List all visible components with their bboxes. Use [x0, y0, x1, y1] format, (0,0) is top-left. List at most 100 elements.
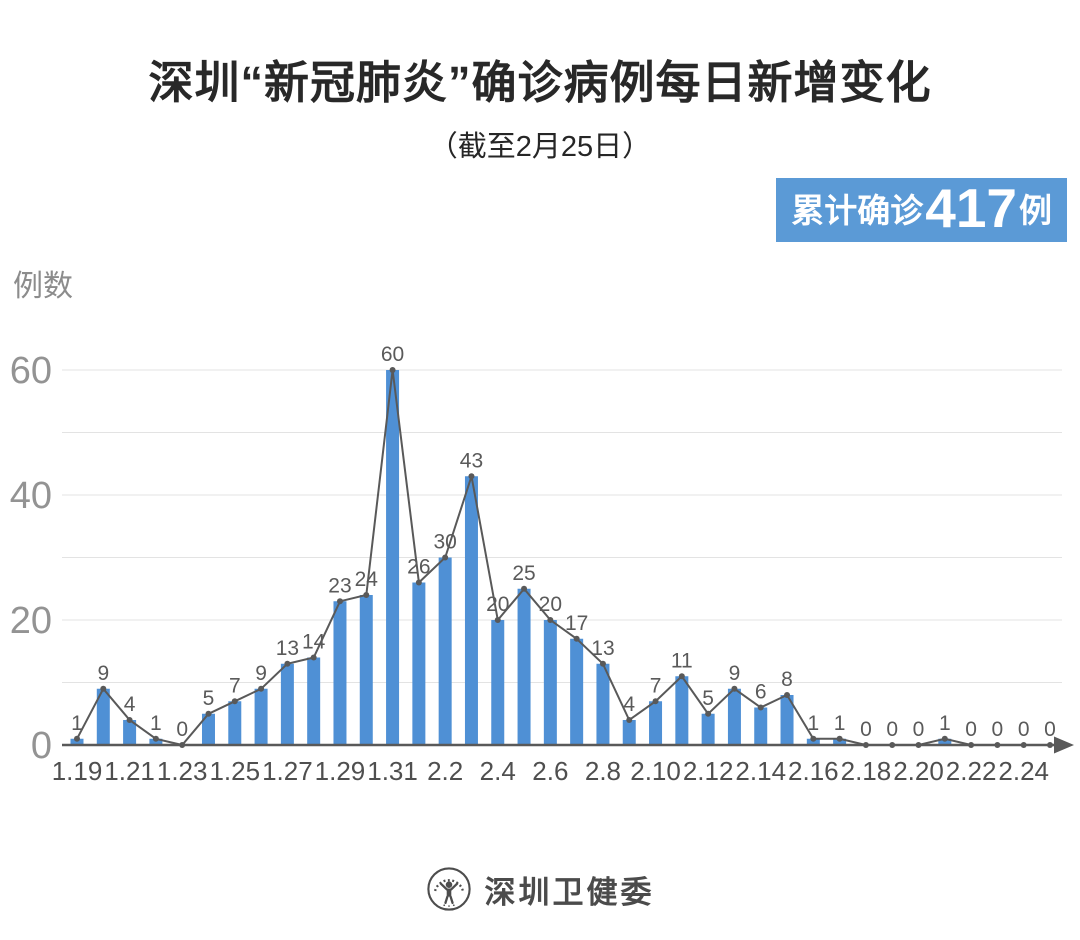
- data-label: 7: [650, 674, 662, 697]
- bar: [517, 588, 531, 745]
- bar: [307, 657, 321, 745]
- data-label: 0: [913, 718, 925, 741]
- point-marker: [652, 698, 659, 705]
- bar: [727, 688, 741, 745]
- bar: [543, 620, 557, 745]
- bar: [123, 720, 137, 745]
- y-axis-title: 例数: [13, 270, 73, 303]
- data-label: 20: [486, 593, 509, 616]
- data-label: 1: [807, 712, 819, 735]
- data-label: 13: [591, 637, 614, 660]
- data-label: 25: [512, 562, 535, 585]
- point-marker: [284, 660, 291, 667]
- data-label: 23: [328, 574, 351, 597]
- y-tick-label: 40: [10, 475, 52, 517]
- x-tick-label: 1.23: [157, 756, 208, 786]
- bar: [491, 620, 505, 745]
- data-label: 11: [671, 649, 693, 672]
- bar: [464, 476, 478, 745]
- point-marker: [941, 735, 948, 742]
- data-label: 43: [460, 449, 483, 472]
- point-marker: [494, 617, 501, 623]
- bar: [359, 595, 373, 745]
- bar: [806, 738, 820, 745]
- data-label: 20: [539, 593, 562, 616]
- data-label: 6: [755, 681, 767, 704]
- data-label: 14: [302, 631, 326, 654]
- bar: [833, 738, 847, 745]
- x-tick-label: 1.27: [262, 756, 313, 786]
- data-label: 0: [886, 718, 898, 741]
- data-label: 1: [939, 712, 951, 735]
- data-label: 1: [71, 712, 83, 735]
- x-tick-label: 1.29: [315, 756, 366, 786]
- data-label: 60: [381, 343, 404, 366]
- bar: [201, 713, 215, 745]
- badge-prefix: 累计确诊: [791, 191, 924, 229]
- x-tick-label: 2.20: [893, 756, 944, 786]
- point-marker: [810, 735, 817, 742]
- x-tick-label: 2.10: [630, 756, 681, 786]
- point-marker: [389, 367, 396, 373]
- x-tick-label: 2.22: [946, 756, 997, 786]
- point-marker: [468, 473, 475, 480]
- point-marker: [626, 717, 633, 723]
- data-label: 1: [834, 712, 846, 735]
- data-label: 0: [860, 718, 872, 741]
- y-tick-label: 60: [10, 350, 52, 392]
- point-marker: [100, 685, 107, 692]
- point-marker: [784, 692, 791, 698]
- x-axis-arrow-icon: [1054, 736, 1074, 754]
- point-marker: [310, 654, 317, 661]
- point-marker: [205, 710, 212, 717]
- point-marker: [731, 685, 738, 692]
- bar: [96, 688, 110, 745]
- point-marker: [678, 673, 685, 680]
- data-label: 8: [781, 668, 793, 691]
- szmc-seal-icon: [426, 867, 471, 911]
- y-tick-label: 0: [31, 725, 52, 767]
- data-label: 26: [407, 556, 430, 579]
- point-marker: [705, 710, 712, 717]
- data-label: 0: [176, 718, 188, 741]
- data-label: 13: [276, 637, 299, 660]
- bar: [228, 701, 242, 745]
- x-tick-label: 2.14: [735, 756, 786, 786]
- bar: [938, 738, 952, 745]
- data-label: 1: [150, 712, 162, 735]
- bar: [386, 370, 400, 745]
- bar: [280, 663, 294, 745]
- bar: [622, 720, 636, 745]
- point-marker: [126, 717, 133, 723]
- point-marker: [573, 635, 580, 642]
- x-tick-label: 2.2: [427, 756, 463, 786]
- data-label: 30: [433, 531, 456, 554]
- x-tick-label: 2.18: [841, 756, 892, 786]
- point-marker: [836, 735, 843, 742]
- data-label: 4: [623, 693, 635, 716]
- x-tick-label: 2.24: [998, 756, 1049, 786]
- point-marker: [599, 660, 606, 667]
- y-tick-label: 20: [10, 600, 52, 642]
- bar: [570, 638, 584, 745]
- bar: [675, 676, 689, 745]
- bar: [412, 582, 426, 745]
- bar: [780, 695, 794, 745]
- bar: [70, 738, 84, 745]
- x-tick-label: 2.12: [683, 756, 734, 786]
- point-marker: [336, 598, 343, 605]
- x-tick-label: 1.19: [52, 756, 103, 786]
- x-tick-label: 2.16: [788, 756, 839, 786]
- x-tick-label: 1.31: [367, 756, 418, 786]
- data-label: 0: [1044, 718, 1056, 741]
- point-marker: [521, 585, 528, 592]
- data-label: 9: [97, 662, 109, 685]
- x-tick-label: 2.8: [585, 756, 621, 786]
- badge-value: 417: [925, 176, 1017, 239]
- point-marker: [74, 735, 80, 742]
- point-marker: [415, 579, 422, 586]
- footer-org-name: 深圳卫健委: [484, 874, 655, 910]
- point-marker: [757, 704, 764, 711]
